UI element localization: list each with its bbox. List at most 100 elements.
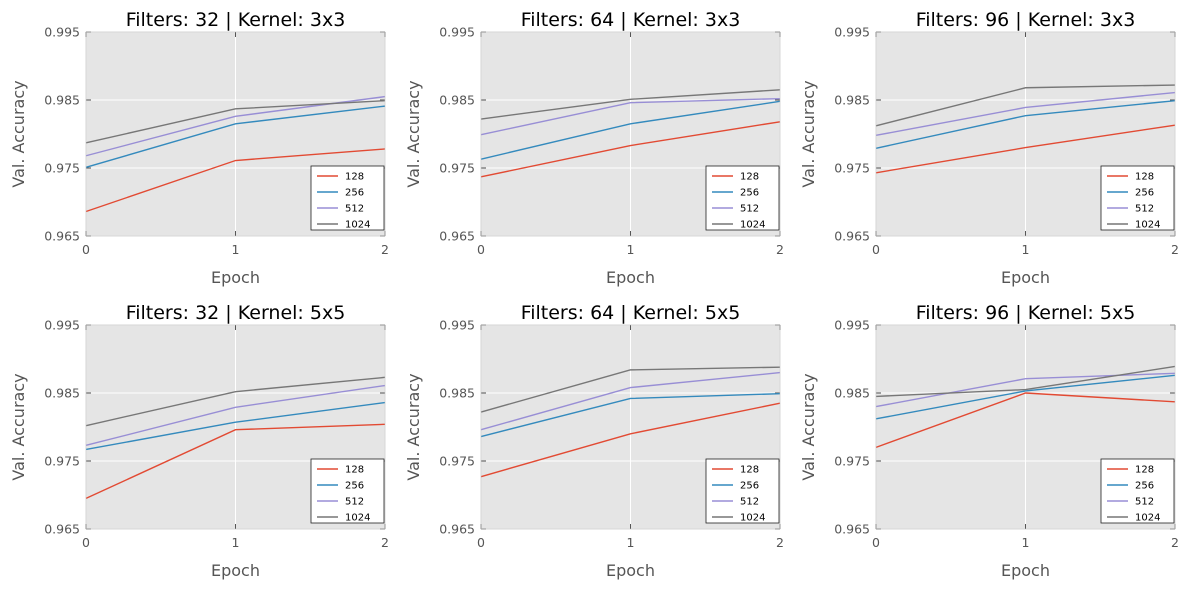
chart-title: Filters: 96 | Kernel: 5x5 (916, 302, 1136, 324)
legend-label: 128 (345, 465, 364, 476)
legend-label: 256 (345, 481, 364, 492)
legend: 128 256 512 1024 (1100, 458, 1175, 524)
chart-panel: 0.965 0.975 0.985 0.995 0 1 2 Filters: 96 | Ker… (799, 9, 1179, 287)
y-tick-label: 0.985 (439, 386, 475, 401)
legend-label: 128 (1135, 172, 1154, 183)
series-line-1024 (875, 365, 1176, 398)
legend-label: 256 (740, 481, 759, 492)
series-line-1024 (480, 366, 781, 413)
series-line-256 (480, 100, 781, 160)
series-line-512 (85, 384, 386, 447)
legend-label: 1024 (345, 513, 370, 524)
y-tick-label: 0.995 (44, 318, 80, 333)
y-tick-label: 0.975 (44, 161, 80, 176)
axes-frame (480, 31, 781, 237)
legend-label: 512 (740, 204, 759, 215)
y-tick-label: 0.985 (44, 93, 80, 108)
series-line-128 (480, 402, 781, 478)
x-axis-label: Epoch (211, 268, 260, 287)
chart-panel: 0.965 0.975 0.985 0.995 0 1 2 Filters: 32 | Ker… (9, 302, 389, 580)
legend-label: 256 (1135, 188, 1154, 199)
chart-title: Filters: 32 | Kernel: 3x3 (126, 9, 346, 31)
x-tick-label: 0 (477, 242, 485, 257)
y-axis-label: Val. Accuracy (9, 373, 28, 480)
x-axis-label: Epoch (1001, 268, 1050, 287)
x-tick-label: 1 (1022, 535, 1030, 550)
x-tick-label: 2 (1171, 242, 1179, 257)
legend-label: 256 (740, 188, 759, 199)
series-line-256 (85, 105, 386, 168)
chart-panel: 0.965 0.975 0.985 0.995 0 1 2 Filters: 32 | Ker… (9, 9, 389, 287)
axes-frame (875, 31, 1176, 237)
chart-panel: 0.965 0.975 0.985 0.995 0 1 2 Filters: 64 | Ker… (404, 302, 784, 580)
y-tick-label: 0.965 (834, 522, 870, 537)
y-tick-label: 0.985 (439, 93, 475, 108)
y-tick-label: 0.995 (834, 318, 870, 333)
series-line-256 (875, 99, 1176, 149)
legend: 128 256 512 1024 (310, 458, 385, 524)
x-tick-label: 0 (477, 535, 485, 550)
series-line-128 (875, 124, 1176, 174)
series-line-128 (85, 148, 386, 213)
x-tick-label: 1 (1022, 242, 1030, 257)
legend: 128 256 512 1024 (705, 458, 780, 524)
axes-frame (85, 31, 386, 237)
legend: 128 256 512 1024 (705, 165, 780, 231)
series-line-512 (875, 372, 1176, 408)
chart-title: Filters: 64 | Kernel: 3x3 (521, 9, 741, 31)
axes-frame (85, 324, 386, 530)
y-axis-label: Val. Accuracy (404, 80, 423, 187)
y-tick-label: 0.965 (439, 229, 475, 244)
chart-panel: 0.965 0.975 0.985 0.995 0 1 2 Filters: 64 | Ker… (404, 9, 784, 287)
series-line-128 (85, 423, 386, 500)
y-tick-label: 0.975 (439, 161, 475, 176)
y-tick-label: 0.965 (834, 229, 870, 244)
legend-box (1100, 458, 1175, 524)
x-tick-label: 0 (872, 535, 880, 550)
series-line-1024 (875, 84, 1176, 127)
x-tick-label: 0 (82, 242, 90, 257)
y-tick-label: 0.995 (44, 25, 80, 40)
y-tick-label: 0.985 (834, 386, 870, 401)
legend-label: 1024 (740, 220, 765, 231)
x-tick-label: 1 (627, 242, 635, 257)
chart-title: Filters: 96 | Kernel: 3x3 (916, 9, 1136, 31)
x-tick-label: 0 (82, 535, 90, 550)
legend-label: 512 (345, 497, 364, 508)
legend-label: 256 (1135, 481, 1154, 492)
x-tick-label: 1 (627, 535, 635, 550)
x-tick-label: 1 (232, 535, 240, 550)
series-line-128 (480, 121, 781, 178)
x-tick-label: 1 (232, 242, 240, 257)
y-tick-label: 0.985 (44, 386, 80, 401)
series-line-256 (480, 392, 781, 438)
y-tick-label: 0.975 (834, 454, 870, 469)
x-tick-label: 2 (776, 242, 784, 257)
legend-label: 128 (1135, 465, 1154, 476)
y-tick-label: 0.965 (439, 522, 475, 537)
legend-label: 1024 (1135, 513, 1160, 524)
legend-label: 512 (345, 204, 364, 215)
x-axis-label: Epoch (211, 561, 260, 580)
series-line-512 (875, 91, 1176, 137)
y-axis-label: Val. Accuracy (799, 373, 818, 480)
legend-label: 1024 (1135, 220, 1160, 231)
y-tick-label: 0.965 (44, 522, 80, 537)
legend: 128 256 512 1024 (310, 165, 385, 231)
series-line-256 (875, 374, 1176, 420)
x-axis-label: Epoch (606, 561, 655, 580)
legend-label: 128 (740, 465, 759, 476)
y-tick-label: 0.975 (439, 454, 475, 469)
legend-label: 256 (345, 188, 364, 199)
y-tick-label: 0.995 (834, 25, 870, 40)
axes-frame (875, 324, 1176, 530)
legend-label: 128 (345, 172, 364, 183)
series-line-1024 (480, 89, 781, 120)
chart-title: Filters: 64 | Kernel: 5x5 (521, 302, 741, 324)
y-axis-label: Val. Accuracy (404, 373, 423, 480)
series-line-1024 (85, 376, 386, 427)
x-tick-label: 0 (872, 242, 880, 257)
y-axis-label: Val. Accuracy (799, 80, 818, 187)
axes-frame (480, 324, 781, 530)
